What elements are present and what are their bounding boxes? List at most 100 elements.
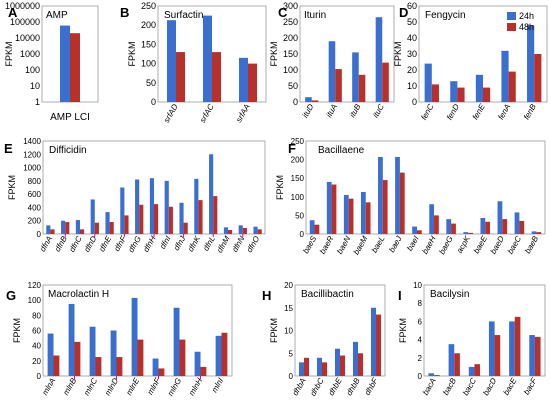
y-tick-label: 50 <box>288 81 298 91</box>
bar-48h <box>358 74 366 102</box>
bar-24h <box>370 307 376 376</box>
panel-title: Difficidin <box>49 145 87 156</box>
x-tick-label: dfnO <box>245 235 261 255</box>
bar-24h <box>429 204 435 234</box>
bar-48h <box>494 335 501 376</box>
x-tick-label: ituC <box>371 102 386 119</box>
bar-48h <box>502 219 508 234</box>
y-tick-label: 200 <box>291 156 305 165</box>
bar-48h <box>468 232 473 234</box>
y-tick-label: 1000000 <box>5 1 40 11</box>
panel-title: Macrolactin H <box>48 289 109 300</box>
bar-48h <box>212 52 221 102</box>
bar-24h <box>309 220 315 234</box>
panel-title: Iturin <box>304 10 326 21</box>
bar-24h <box>446 219 452 234</box>
y-axis-label: FPKM <box>269 318 279 343</box>
panel-letter: F <box>288 141 296 156</box>
bar-48h <box>536 232 542 234</box>
panel-title: Surfactin <box>164 10 203 21</box>
bar-24h <box>428 373 435 376</box>
x-tick-label: bacB <box>441 376 458 397</box>
bar-48h <box>200 366 207 376</box>
y-tick-label: 800 <box>28 177 42 186</box>
bar-48h <box>534 54 542 102</box>
bar-48h <box>53 355 60 376</box>
x-tick-label: srfAA <box>234 103 252 124</box>
legend-swatch <box>507 12 516 20</box>
x-tick-label: baeH <box>420 234 437 255</box>
panel-b: B Surfactin 0 50 100 150 200 250 FPKM srfAD srfAC s… <box>120 1 267 124</box>
bar-48h <box>365 202 371 234</box>
y-tick-label: 1200 <box>23 150 41 159</box>
y-axis-label: FPKM <box>275 175 285 200</box>
bar-24h <box>448 344 455 376</box>
y-tick-label: 150 <box>291 174 305 183</box>
bar-24h <box>328 41 336 102</box>
bar-24h <box>352 341 358 376</box>
bar-48h <box>474 364 481 376</box>
x-tick-label: mlnI <box>210 376 226 394</box>
bar-48h <box>179 339 186 376</box>
bar-48h <box>74 341 81 376</box>
y-tick-label: 100000 <box>10 17 40 27</box>
bar-24h <box>194 178 199 234</box>
bar-24h <box>514 212 520 234</box>
bar-48h <box>168 206 173 234</box>
bar-48h <box>514 316 521 376</box>
bar-24h <box>360 191 366 234</box>
y-tick-label: 50 <box>295 211 304 220</box>
bar-48h <box>198 200 203 234</box>
bar-48h <box>485 221 491 234</box>
bar-48h <box>454 353 460 376</box>
panel-letter: I <box>398 288 402 303</box>
y-tick-label: 6 <box>418 317 423 326</box>
y-tick-label: 4 <box>418 336 423 345</box>
x-tick-label: mlnE <box>124 376 141 397</box>
bar-24h <box>480 218 486 234</box>
x-tick-label: bacD <box>481 376 498 397</box>
x-tick-label: mlnA <box>40 377 57 397</box>
legend-swatch <box>507 23 516 31</box>
bar-48h <box>80 229 85 234</box>
bar-24h <box>149 178 154 234</box>
legend-label: 48h <box>519 22 534 32</box>
y-tick-label: 10 <box>30 81 40 91</box>
y-tick-label: 250 <box>283 17 298 27</box>
x-tick-label: bacC <box>461 376 478 397</box>
x-tick-label: dhbE <box>327 376 344 397</box>
x-tick-label: acpK <box>455 234 472 255</box>
bar-24h <box>75 220 80 234</box>
panel-letter: C <box>278 5 288 20</box>
x-tick-label: dfnB <box>53 234 69 253</box>
bar-24h <box>375 17 383 103</box>
bar-48h <box>242 228 247 234</box>
bar-48h <box>382 62 389 102</box>
y-tick-label: 600 <box>28 190 42 199</box>
bar-48h <box>94 222 99 234</box>
x-tick-label: mlnD <box>103 376 120 397</box>
y-tick-label: 0 <box>300 230 305 239</box>
bar-48h <box>348 198 354 234</box>
bar-24h <box>488 321 495 376</box>
bar-24h <box>326 181 332 234</box>
bar-24h <box>529 335 535 376</box>
y-tick-label: 20 <box>407 65 417 75</box>
y-tick-label: 0 <box>151 97 156 107</box>
bar-48h <box>434 375 440 376</box>
y-tick-label: 15 <box>284 304 293 313</box>
legend-label: 24h <box>519 11 534 21</box>
y-axis-label: FPKM <box>12 318 22 343</box>
y-axis-label: FPKM <box>127 41 137 66</box>
bar-24h <box>305 97 312 102</box>
bar-48h <box>139 204 144 234</box>
y-tick-label: 300 <box>283 1 298 11</box>
y-axis-label: FPKM <box>269 41 279 66</box>
bar-48h <box>65 222 70 234</box>
x-tick-label: dfnI <box>158 234 173 251</box>
bar-24h <box>509 321 515 376</box>
bar-24h <box>47 333 54 376</box>
bar-24h <box>501 50 509 102</box>
